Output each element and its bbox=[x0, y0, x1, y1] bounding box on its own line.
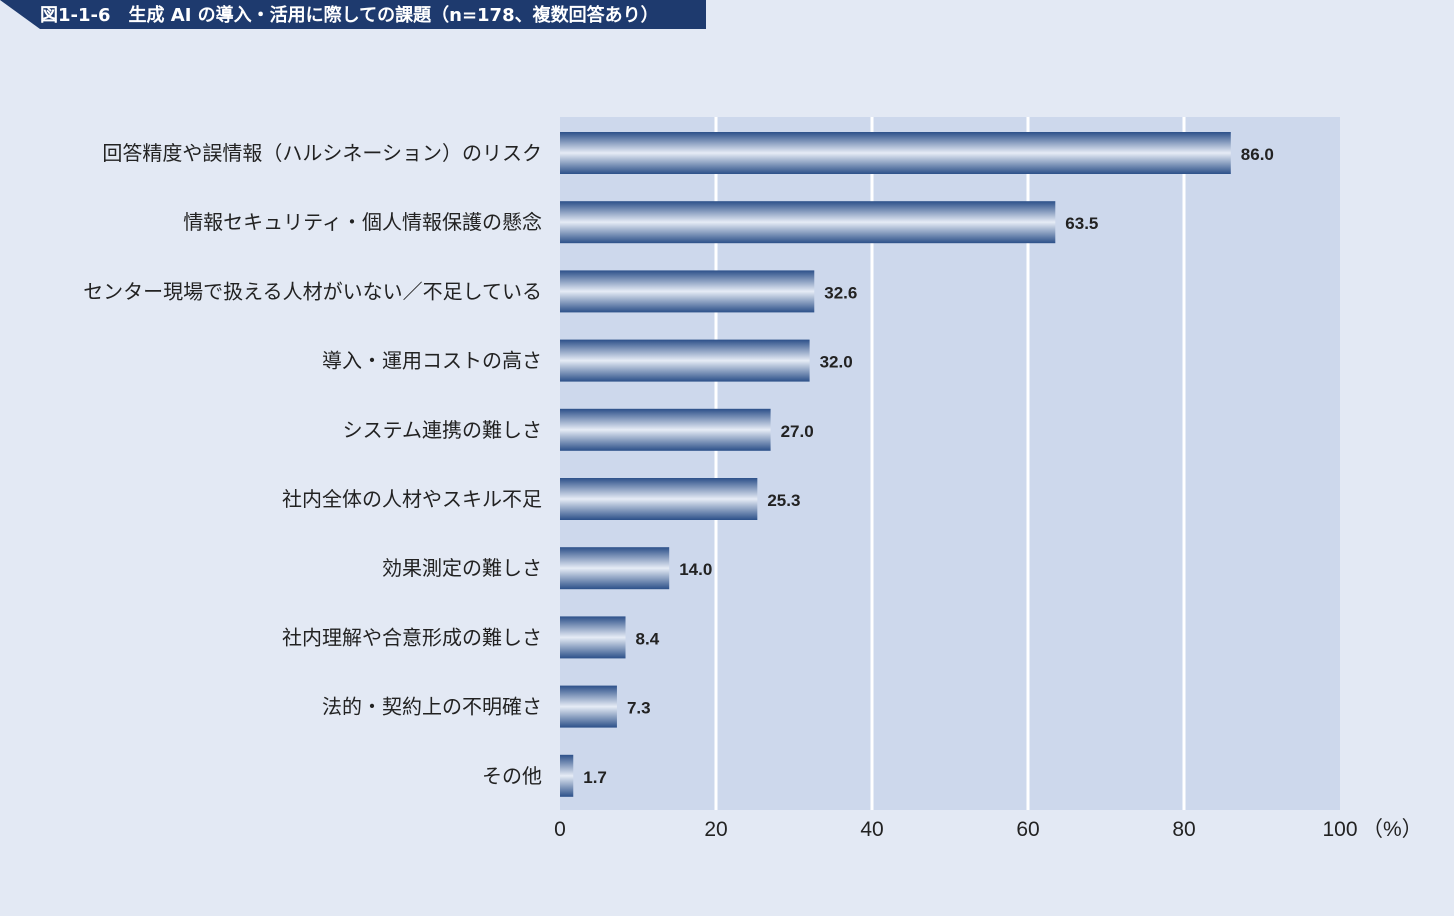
x-tick-label-80: 80 bbox=[1172, 818, 1195, 841]
value-label-9: 1.7 bbox=[583, 768, 607, 787]
bar-9 bbox=[560, 754, 574, 797]
value-label-2: 32.6 bbox=[824, 283, 857, 302]
category-label-2: センター現場で扱える人材がいない／不足している bbox=[83, 279, 542, 303]
category-label-5: 社内全体の人材やスキル不足 bbox=[282, 487, 542, 511]
category-label-4: システム連携の難しさ bbox=[343, 418, 542, 442]
category-label-7: 社内理解や合意形成の難しさ bbox=[282, 625, 542, 649]
category-label-8: 法的・契約上の不明確さ bbox=[322, 695, 542, 719]
bar-4 bbox=[560, 408, 771, 451]
value-label-6: 14.0 bbox=[679, 560, 712, 579]
category-label-1: 情報セキュリティ・個人情報保護の懸念 bbox=[183, 210, 542, 234]
bar-1 bbox=[560, 201, 1056, 244]
category-label-9: その他 bbox=[482, 764, 542, 788]
x-tick-label-40: 40 bbox=[860, 818, 883, 841]
bar-2 bbox=[560, 270, 815, 313]
value-label-8: 7.3 bbox=[627, 699, 651, 718]
value-label-3: 32.0 bbox=[820, 353, 853, 372]
category-label-0: 回答精度や誤情報（ハルシネーション）のリスク bbox=[102, 141, 542, 165]
title-tab bbox=[0, 0, 706, 29]
value-label-1: 63.5 bbox=[1065, 214, 1098, 233]
value-label-4: 27.0 bbox=[781, 422, 814, 441]
x-unit-label: （%） bbox=[1362, 818, 1423, 841]
category-label-3: 導入・運用コストの高さ bbox=[322, 349, 542, 373]
x-tick-label-100: 100 bbox=[1322, 818, 1357, 841]
bar-5 bbox=[560, 478, 758, 520]
bar-0 bbox=[560, 132, 1231, 174]
x-tick-label-20: 20 bbox=[704, 818, 727, 841]
value-label-0: 86.0 bbox=[1241, 145, 1274, 164]
category-label-6: 効果測定の難しさ bbox=[382, 556, 542, 580]
x-tick-label-0: 0 bbox=[554, 818, 566, 841]
bar-7 bbox=[560, 616, 626, 659]
x-tick-label-60: 60 bbox=[1016, 818, 1039, 841]
bar-6 bbox=[560, 547, 670, 590]
chart-title: 図1-1-6 生成 AI の導入・活用に際しての課題（n=178、複数回答あり） bbox=[40, 5, 659, 26]
bar-8 bbox=[560, 685, 617, 728]
bar-3 bbox=[560, 339, 810, 382]
value-label-5: 25.3 bbox=[767, 491, 800, 510]
value-label-7: 8.4 bbox=[636, 629, 660, 648]
